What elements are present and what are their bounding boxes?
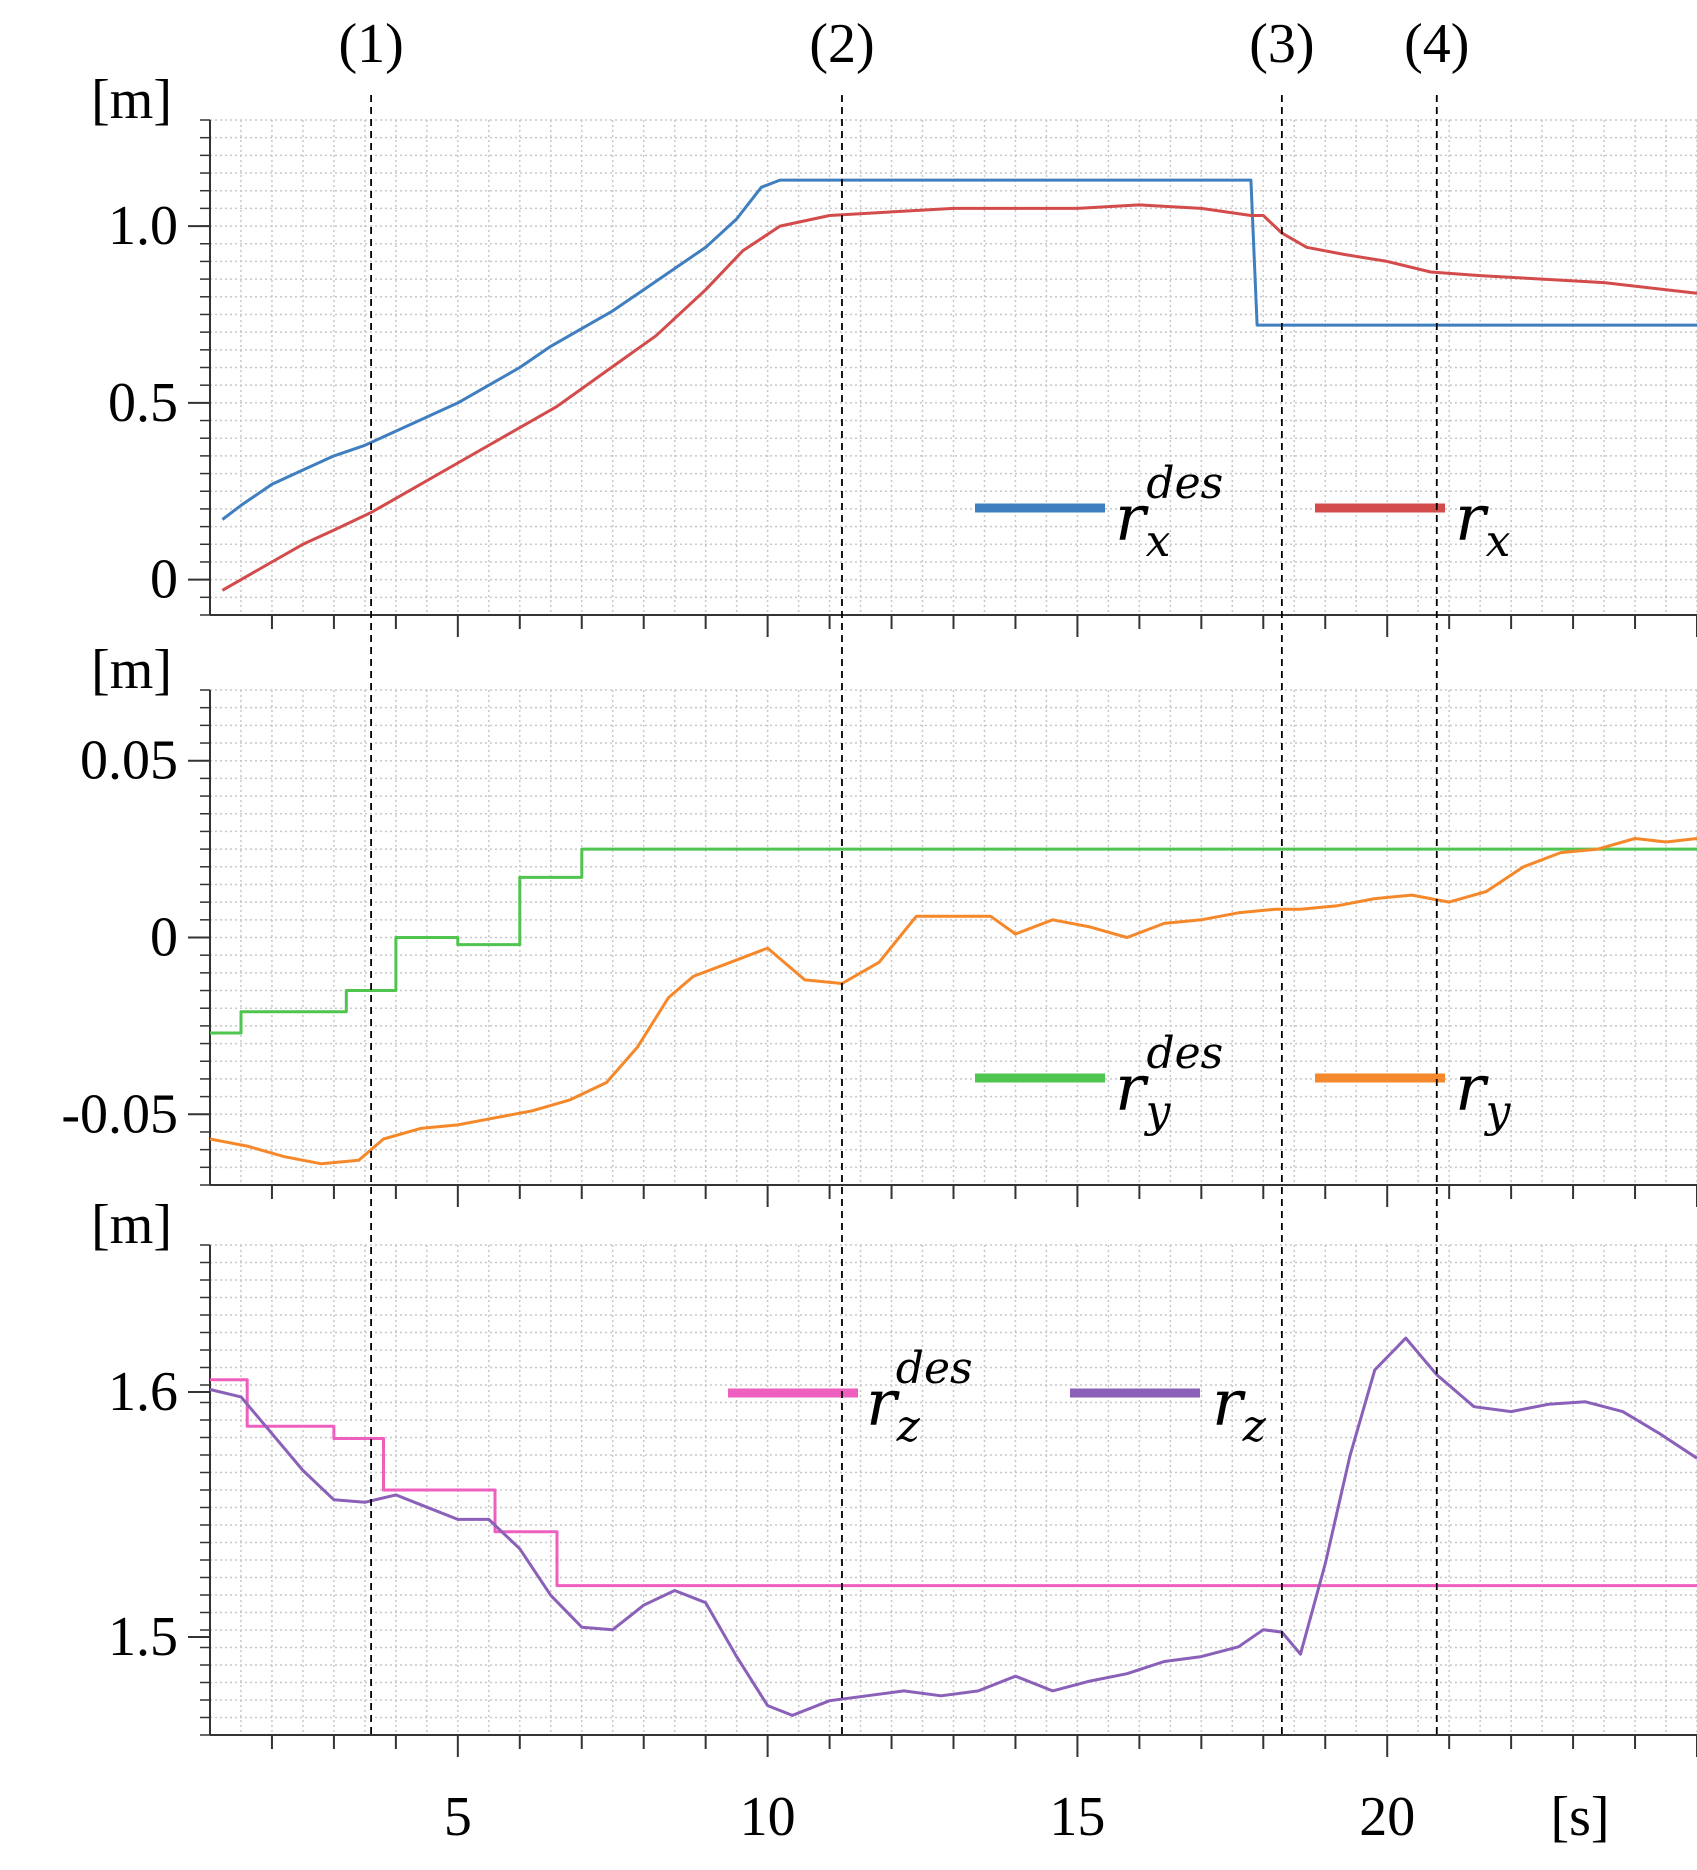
event-marker-label: (3) [1249, 13, 1314, 75]
legend-label: rx [1455, 482, 1511, 567]
series-line-r-y-des [210, 847, 1697, 1035]
legend-entry-r-x-des: rxdes [975, 458, 1223, 567]
legend-label: rz [1212, 1367, 1267, 1452]
event-marker-label: (4) [1404, 13, 1469, 75]
series-line-r-z-des [210, 1378, 1697, 1588]
x-unit-label: [s] [1550, 1786, 1609, 1848]
panel-y: -0.05 0 0.05 [m] rydes ry [61, 639, 1697, 1207]
legend-label: rydes [1115, 1028, 1223, 1137]
event-marker-label: (2) [809, 13, 874, 75]
panel-x: 0 0.5 1.0 [m] rxdes rx [91, 69, 1697, 637]
y-tick-label: 0.05 [80, 730, 178, 792]
x-tick-label: 5 [444, 1786, 472, 1848]
y-tick-label: -0.05 [61, 1083, 178, 1145]
event-marker-label: (1) [338, 13, 403, 75]
series-line-r-z [209, 1336, 1697, 1717]
series-line-r-x [221, 203, 1697, 592]
y-unit-label: [m] [91, 1194, 172, 1256]
legend-entry-r-z: rz [1070, 1367, 1267, 1452]
legend-entry-r-y-des: rydes [975, 1028, 1223, 1137]
x-tick-label: 15 [1049, 1786, 1105, 1848]
legend-entry-r-z-des: rzdes [728, 1343, 973, 1452]
series-line-r-x-des [221, 178, 1697, 521]
series-line-r-y [209, 837, 1697, 1166]
legend-label: ry [1455, 1052, 1512, 1137]
y-unit-label: [m] [91, 639, 172, 701]
legend-entry-r-x: rx [1315, 482, 1511, 567]
y-tick-label: 0 [150, 907, 178, 969]
x-tick-label: 20 [1359, 1786, 1415, 1848]
y-tick-label: 1.0 [108, 195, 178, 257]
y-unit-label: [m] [91, 69, 172, 131]
x-tick-label: 10 [740, 1786, 796, 1848]
y-tick-label: 1.5 [108, 1606, 178, 1668]
y-tick-label: 0 [150, 549, 178, 611]
grid [209, 1244, 1697, 1736]
y-tick-label: 1.6 [108, 1361, 178, 1423]
legend-label: rzdes [866, 1343, 973, 1452]
legend-label: rxdes [1115, 458, 1223, 567]
panel-z: 1.5 1.6 [m] rzdes rz [91, 1194, 1697, 1757]
legend-entry-r-y: ry [1315, 1052, 1512, 1137]
y-tick-label: 0.5 [108, 372, 178, 434]
